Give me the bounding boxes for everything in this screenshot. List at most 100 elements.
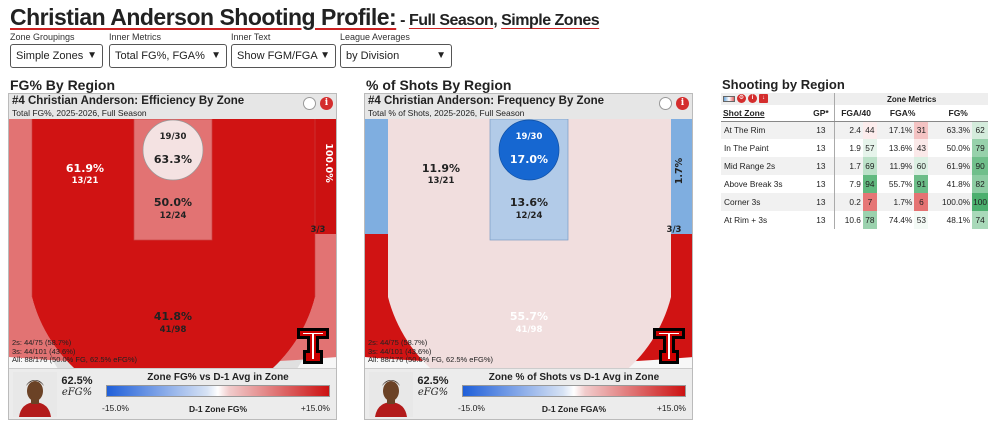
toggle-circle-icon[interactable]: [303, 97, 316, 110]
rim-pct: 17.0%: [510, 153, 548, 166]
panel-title: #4 Christian Anderson: Efficiency By Zon…: [12, 95, 245, 107]
info-icon[interactable]: i: [748, 94, 757, 104]
cell-fgpct-pctile: 74: [972, 211, 988, 229]
chevron-down-icon: ▼: [320, 50, 330, 61]
legend-max: +15.0%: [656, 403, 686, 413]
cell-fga40-pctile: 44: [862, 121, 877, 139]
panel-footer: 62.5% eFG% Zone FG% vs D-1 Avg in Zone -…: [9, 368, 336, 419]
table-row: Mid Range 2s 13 1.7 69 11.9% 60 61.9% 90: [721, 157, 988, 175]
cell-fga40: 1.7: [834, 157, 863, 175]
panel-header: #4 Christian Anderson: Frequency By Zone…: [365, 94, 692, 119]
cell-fgapct-pctile: 91: [914, 175, 929, 193]
cell-gp: 13: [807, 193, 835, 211]
efg-label: eFG%: [417, 387, 449, 398]
league-averages-select[interactable]: by Division ▼: [340, 44, 452, 68]
inner-metrics-control: Inner Metrics Total FG%, FGA% ▼: [109, 32, 227, 68]
efficiency-panel: #4 Christian Anderson: Efficiency By Zon…: [8, 93, 337, 420]
table-header-row: Shot Zone GP* FGA/40 FGA% FG%: [721, 105, 988, 122]
info-icon[interactable]: i: [676, 97, 689, 110]
color-scale-icon[interactable]: [723, 95, 735, 102]
settings-icon[interactable]: ⚙: [737, 94, 746, 104]
cell-fgpct: 41.8%: [946, 179, 971, 189]
cell-fgpct-pctile: 90: [972, 157, 988, 175]
rim-frac: 19/30: [516, 132, 543, 142]
cell-fga40: 0.2: [834, 193, 863, 211]
legend-min: -15.0%: [458, 403, 485, 413]
cell-gp: 13: [816, 143, 826, 153]
cell-fga40-pctile: 7: [862, 193, 877, 211]
col-fgapct[interactable]: FGA%: [876, 105, 929, 122]
zone-corner: [315, 119, 336, 234]
cell-fgapct: 1.7%: [876, 193, 915, 211]
col-shot-zone[interactable]: Shot Zone: [721, 105, 808, 122]
above-frac: 41/98: [160, 325, 187, 335]
zone-groupings-select[interactable]: Simple Zones ▼: [10, 44, 103, 68]
zone-mid-range: [32, 119, 315, 368]
page-title: Christian Anderson Shooting Profile: - F…: [10, 4, 600, 31]
player-avatar: [369, 372, 413, 417]
team-logo-icon: [653, 328, 685, 364]
above-pct: 41.8%: [154, 310, 192, 323]
mid-frac: 13/21: [72, 176, 99, 186]
panel-subtitle: Total % of Shots, 2025-2026, Full Season: [368, 108, 525, 118]
legend-mid: D-1 Zone FGA%: [541, 404, 607, 414]
chevron-down-icon: ▼: [436, 50, 446, 61]
cell-fgpct-pctile: 62: [972, 121, 988, 139]
paint-frac: 12/24: [160, 211, 187, 221]
shots-by-region-heading: % of Shots By Region: [366, 77, 512, 93]
corner-pct: 1.7%: [674, 157, 685, 184]
table-row: In The Paint 13 1.9 57 13.6% 43 50.0% 79: [721, 139, 988, 157]
cell-fgpct-pctile: 79: [972, 139, 988, 157]
cell-fgpct: 61.9%: [928, 157, 973, 175]
control-label: Inner Text: [231, 32, 271, 42]
col-fga40[interactable]: FGA/40: [834, 105, 877, 122]
efg-summary: 62.5% eFG%: [415, 375, 451, 398]
table-group-header-row: ⚙ i ↓ Zone Metrics: [721, 93, 988, 105]
cell-gp: 13: [816, 179, 826, 189]
legend-mid: D-1 Zone FG%: [188, 404, 248, 414]
control-label: Zone Groupings: [10, 32, 75, 42]
paint-pct: 13.6%: [510, 196, 548, 209]
cell-fgapct: 17.1%: [876, 121, 915, 139]
efg-summary: 62.5% eFG%: [59, 375, 95, 398]
cell-fgapct: 11.9%: [876, 157, 915, 175]
inner-metrics-select[interactable]: Total FG%, FGA% ▼: [109, 44, 227, 68]
cell-zone: At The Rim: [721, 121, 808, 139]
title-season-link[interactable]: Full Season: [408, 12, 494, 29]
control-label: Inner Metrics: [109, 32, 162, 42]
rim-frac: 19/30: [160, 132, 187, 142]
table-body: At The Rim 13 2.4 44 17.1% 31 63.3% 62 In The Pa…: [721, 121, 988, 229]
col-fgpct[interactable]: FG%: [928, 105, 988, 122]
corner-frac: 3/3: [667, 225, 682, 235]
cell-fgapct-pctile: 43: [914, 139, 929, 157]
info-icon[interactable]: i: [320, 97, 333, 110]
legend-color-scale: [462, 385, 686, 397]
title-zones-link[interactable]: Simple Zones: [501, 12, 600, 29]
corner-frac: 3/3: [311, 225, 326, 235]
legend-color-scale: [106, 385, 330, 397]
legend-max: +15.0%: [300, 403, 330, 413]
above-pct: 55.7%: [510, 310, 548, 323]
cell-fga40-pctile: 69: [862, 157, 877, 175]
cell-fga40: 10.6: [834, 211, 863, 229]
panel-footer: 62.5% eFG% Zone % of Shots vs D-1 Avg in…: [365, 368, 692, 419]
toggle-circle-icon[interactable]: [659, 97, 672, 110]
cell-fgpct: 50.0%: [946, 143, 971, 153]
table-row: At Rim + 3s 13 10.6 78 74.4% 53 48.1% 74: [721, 211, 988, 229]
title-sub: - Full Season, Simple Zones: [396, 12, 600, 29]
panel-header: #4 Christian Anderson: Efficiency By Zon…: [9, 94, 336, 119]
panel-subtitle: Total FG%, 2025-2026, Full Season: [12, 108, 147, 118]
col-gp[interactable]: GP*: [807, 105, 835, 122]
cell-fgpct: 48.1%: [946, 215, 971, 225]
download-icon[interactable]: ↓: [759, 94, 768, 104]
cell-fgpct-pctile: 82: [972, 175, 988, 193]
cell-fgpct: 100.0%: [928, 193, 973, 211]
mid-pct: 11.9%: [422, 162, 460, 175]
cell-fga40: 1.9: [834, 139, 863, 157]
cell-fgapct: 74.4%: [888, 215, 913, 225]
zone-rim: [498, 119, 560, 181]
cell-zone: Above Break 3s: [724, 179, 783, 189]
player-avatar: [13, 372, 57, 417]
inner-text-select[interactable]: Show FGM/FGA ▼: [231, 44, 336, 68]
table-tools: ⚙ i ↓: [721, 93, 808, 105]
